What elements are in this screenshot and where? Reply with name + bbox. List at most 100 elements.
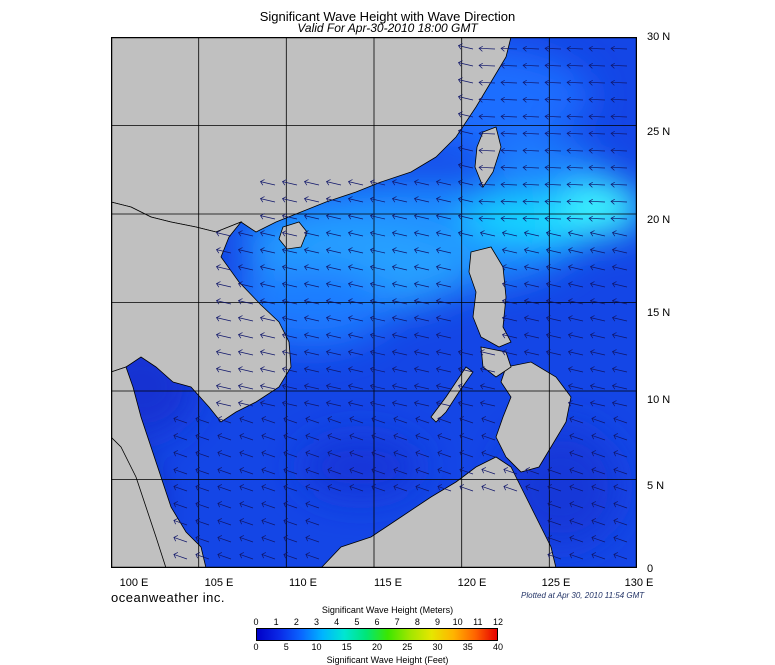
wave-arrow-head [347,247,353,254]
wave-arrow [370,300,386,305]
wave-arrow-head [478,96,483,103]
wave-arrow [611,47,628,50]
wave-arrow [304,385,320,390]
wave-arrow [613,537,628,543]
wave-arrow-head [569,467,575,474]
wave-arrow-head [569,501,575,508]
wave-arrow [305,452,320,458]
wave-arrow-head [435,264,441,271]
wave-arrow-head [349,450,355,457]
wave-arrow-head [457,213,463,220]
wave-arrow-head [613,552,619,559]
wave-arrow-head [259,264,265,271]
wave-arrow-head [610,198,615,205]
wave-arrow-head [217,535,223,542]
lat-label-20n: 20 N [647,214,671,226]
wave-height-map[interactable] [111,37,637,568]
wave-arrow-head [566,79,571,86]
wave-arrow-head [303,281,309,288]
wave-arrow-head [437,467,443,474]
wave-arrow [567,47,584,50]
wave-arrow [348,232,364,237]
wave-arrow-head [327,433,333,440]
wave-arrow-head [566,96,571,103]
wave-arrow [173,520,188,526]
wave-arrow [524,266,540,271]
wave-arrow-head [613,535,619,542]
wave-arrow [282,334,298,339]
wave-arrow-head [588,164,593,171]
wave-arrow-head [500,79,505,86]
wave-arrow-head [217,518,223,525]
wave-arrow-head [217,501,223,508]
wave-arrow [305,554,320,560]
wave-arrow-head [393,433,399,440]
lat-label-0: 0 [647,563,654,575]
wave-arrow [238,368,254,373]
wave-arrow-head [281,349,287,356]
colorbar-meter-tick: 11 [473,617,483,627]
wave-arrow [370,215,386,220]
wave-arrow-head [569,416,575,423]
wave-arrow [611,64,628,67]
wave-arrow-head [393,467,399,474]
wave-arrow-head [457,128,463,135]
wave-arrow [436,215,452,220]
wave-arrow-head [325,383,331,390]
wave-arrow [590,402,606,407]
wave-arrow [547,469,562,475]
wave-arrow-head [237,230,243,237]
wave-arrow-head [522,181,527,188]
wave-arrow-head [591,535,597,542]
wave-arrow [261,503,276,509]
wave-arrow-head [259,230,265,237]
colorbar-feet-tick: 40 [492,642,504,652]
wave-arrow [611,200,628,203]
wave-arrow-head [303,332,309,339]
wave-arrow [523,217,540,220]
wave-arrow [282,198,298,203]
wave-arrow [283,503,298,509]
wave-arrow-head [566,215,571,222]
wave-arrow [480,402,496,407]
wave-arrow [326,402,342,407]
wave-arrow-head [195,433,201,440]
wave-arrow-head [415,484,421,491]
wave-arrow-head [283,552,289,559]
wave-arrow [613,469,628,475]
wave-arrow [217,503,232,509]
wave-arrow [568,402,584,407]
wave-arrow-head [481,433,487,440]
lon-label-110e: 110 E [289,577,317,589]
wave-arrow-head [215,247,221,254]
wave-arrow [348,402,364,407]
wave-arrow [590,232,606,237]
wave-arrow [239,486,254,492]
wave-arrow [437,486,452,492]
wave-arrow [260,198,276,203]
map-subtitle: Valid For Apr-30-2010 18:00 GMT [297,21,478,35]
wave-arrow [589,183,606,186]
lat-label-15n: 15 N [647,307,671,319]
wave-arrow [612,266,628,271]
wave-arrow [239,469,254,475]
wave-arrow [392,283,408,288]
wave-arrow-head [545,298,551,305]
wave-arrow [370,283,386,288]
wave-arrow [370,198,386,203]
wave-arrow-head [391,213,397,220]
wave-arrow [393,435,408,441]
wave-arrow-head [413,332,419,339]
wave-arrow [414,385,430,390]
wave-arrow-head [283,518,289,525]
wave-arrow-head [261,416,267,423]
wave-arrow [414,232,430,237]
wave-arrow-head [393,416,399,423]
wave-arrow [458,164,474,169]
wave-arrow [393,486,408,492]
wave-arrow-head [566,113,571,120]
wave-arrow-head [479,349,485,356]
wave-arrow [569,537,584,543]
wave-arrow-head [413,196,419,203]
wave-arrow-head [544,96,549,103]
